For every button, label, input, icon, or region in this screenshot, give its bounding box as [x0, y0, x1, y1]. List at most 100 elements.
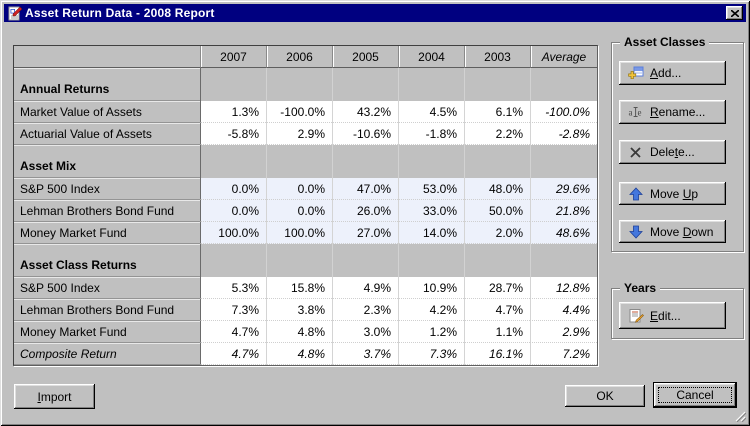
section-spacer-cell: [266, 145, 332, 178]
cell-value[interactable]: -5.8%: [200, 123, 266, 145]
section-spacer-cell: [530, 244, 597, 277]
cell-value[interactable]: 4.4%: [530, 299, 597, 321]
cell-value[interactable]: 33.0%: [398, 200, 464, 222]
cell-value[interactable]: 2.9%: [266, 123, 332, 145]
row-label: Lehman Brothers Bond Fund: [14, 299, 200, 321]
cell-value[interactable]: 50.0%: [464, 200, 530, 222]
ok-button[interactable]: OK: [565, 385, 645, 407]
cell-value[interactable]: 27.0%: [332, 222, 398, 244]
cell-value[interactable]: 21.8%: [530, 200, 597, 222]
column-header-2005: 2005: [332, 46, 398, 68]
table-panel: 2007 2006 2005 2004 2003 Average Annual Return…: [13, 45, 598, 366]
asset-classes-group-title: Asset Classes: [620, 35, 710, 49]
cell-value[interactable]: 4.7%: [464, 299, 530, 321]
cell-value[interactable]: 2.0%: [464, 222, 530, 244]
delete-button[interactable]: Delete...: [619, 140, 726, 164]
cell-value[interactable]: 12.8%: [530, 277, 597, 299]
move-down-button[interactable]: Move Down: [619, 220, 726, 243]
row-label: Actuarial Value of Assets: [14, 123, 200, 145]
cell-value[interactable]: 48.6%: [530, 222, 597, 244]
cell-value[interactable]: 4.9%: [332, 277, 398, 299]
cell-value[interactable]: 2.9%: [530, 321, 597, 343]
edit-years-button[interactable]: Edit...: [619, 302, 726, 329]
cell-value[interactable]: 4.8%: [266, 343, 332, 365]
cell-value[interactable]: 100.0%: [200, 222, 266, 244]
cell-value[interactable]: 4.7%: [200, 343, 266, 365]
row-label: Lehman Brothers Bond Fund: [14, 200, 200, 222]
section-spacer-cell: [266, 244, 332, 277]
cell-value[interactable]: 7.2%: [530, 343, 597, 365]
cell-value[interactable]: 7.3%: [398, 343, 464, 365]
section-spacer-cell: [398, 145, 464, 178]
cell-value[interactable]: 26.0%: [332, 200, 398, 222]
edit-pencil-icon: [629, 308, 644, 323]
delete-button-label: Delete...: [650, 145, 695, 159]
move-up-button[interactable]: Move Up: [619, 182, 726, 205]
cell-value[interactable]: 47.0%: [332, 178, 398, 200]
add-button[interactable]: Add...: [619, 61, 726, 85]
cell-value[interactable]: 53.0%: [398, 178, 464, 200]
column-header-2004: 2004: [398, 46, 464, 68]
section-spacer-cell: [530, 68, 597, 101]
cell-value[interactable]: 48.0%: [464, 178, 530, 200]
section-spacer-cell: [464, 68, 530, 101]
cell-value[interactable]: 43.2%: [332, 101, 398, 123]
cell-value[interactable]: 3.8%: [266, 299, 332, 321]
section-header: Asset Mix: [14, 145, 200, 178]
row-label: Money Market Fund: [14, 321, 200, 343]
window-title: Asset Return Data - 2008 Report: [25, 6, 215, 20]
cell-value[interactable]: 4.7%: [200, 321, 266, 343]
cell-value[interactable]: -100.0%: [266, 101, 332, 123]
cell-value[interactable]: -1.8%: [398, 123, 464, 145]
cell-value[interactable]: 0.0%: [200, 178, 266, 200]
cell-value[interactable]: 1.1%: [464, 321, 530, 343]
cell-value[interactable]: 1.2%: [398, 321, 464, 343]
cell-value[interactable]: 6.1%: [464, 101, 530, 123]
cell-value[interactable]: -10.6%: [332, 123, 398, 145]
cell-value[interactable]: 2.2%: [464, 123, 530, 145]
close-button[interactable]: [726, 6, 743, 20]
cell-value[interactable]: 2.3%: [332, 299, 398, 321]
close-icon: [730, 9, 739, 17]
cell-value[interactable]: 0.0%: [266, 178, 332, 200]
cell-value[interactable]: 15.8%: [266, 277, 332, 299]
move-down-button-label: Move Down: [650, 224, 714, 239]
edit-years-button-label: Edit...: [650, 308, 681, 323]
row-label: Money Market Fund: [14, 222, 200, 244]
section-spacer-cell: [398, 68, 464, 101]
section-spacer-cell: [200, 68, 266, 101]
ok-button-label: OK: [596, 389, 614, 403]
cell-value[interactable]: 4.2%: [398, 299, 464, 321]
cell-value[interactable]: 100.0%: [266, 222, 332, 244]
cell-value[interactable]: 14.0%: [398, 222, 464, 244]
row-label: Market Value of Assets: [14, 101, 200, 123]
section-header: Annual Returns: [14, 68, 200, 101]
cell-value[interactable]: -100.0%: [530, 101, 597, 123]
cell-value[interactable]: 3.7%: [332, 343, 398, 365]
cell-value[interactable]: 28.7%: [464, 277, 530, 299]
column-header-2003: 2003: [464, 46, 530, 68]
report-pencil-icon: [8, 6, 22, 20]
resize-grip[interactable]: [733, 409, 746, 422]
arrow-down-icon: [629, 225, 643, 239]
cell-value[interactable]: 7.3%: [200, 299, 266, 321]
cell-value[interactable]: 4.5%: [398, 101, 464, 123]
section-spacer-cell: [530, 145, 597, 178]
cell-value[interactable]: 1.3%: [200, 101, 266, 123]
import-button[interactable]: Import: [14, 384, 95, 409]
cell-value[interactable]: 10.9%: [398, 277, 464, 299]
cancel-button[interactable]: Cancel: [653, 382, 737, 408]
section-spacer-cell: [200, 244, 266, 277]
cell-value[interactable]: -2.8%: [530, 123, 597, 145]
cell-value[interactable]: 0.0%: [200, 200, 266, 222]
column-header-average: Average: [530, 46, 597, 68]
cell-value[interactable]: 4.8%: [266, 321, 332, 343]
cell-value[interactable]: 5.3%: [200, 277, 266, 299]
cell-value[interactable]: 16.1%: [464, 343, 530, 365]
cell-value[interactable]: 0.0%: [266, 200, 332, 222]
rename-button[interactable]: a e Rename...: [619, 100, 726, 124]
rename-icon: a e: [629, 107, 642, 118]
cell-value[interactable]: 29.6%: [530, 178, 597, 200]
row-label: Composite Return: [14, 343, 200, 365]
cell-value[interactable]: 3.0%: [332, 321, 398, 343]
